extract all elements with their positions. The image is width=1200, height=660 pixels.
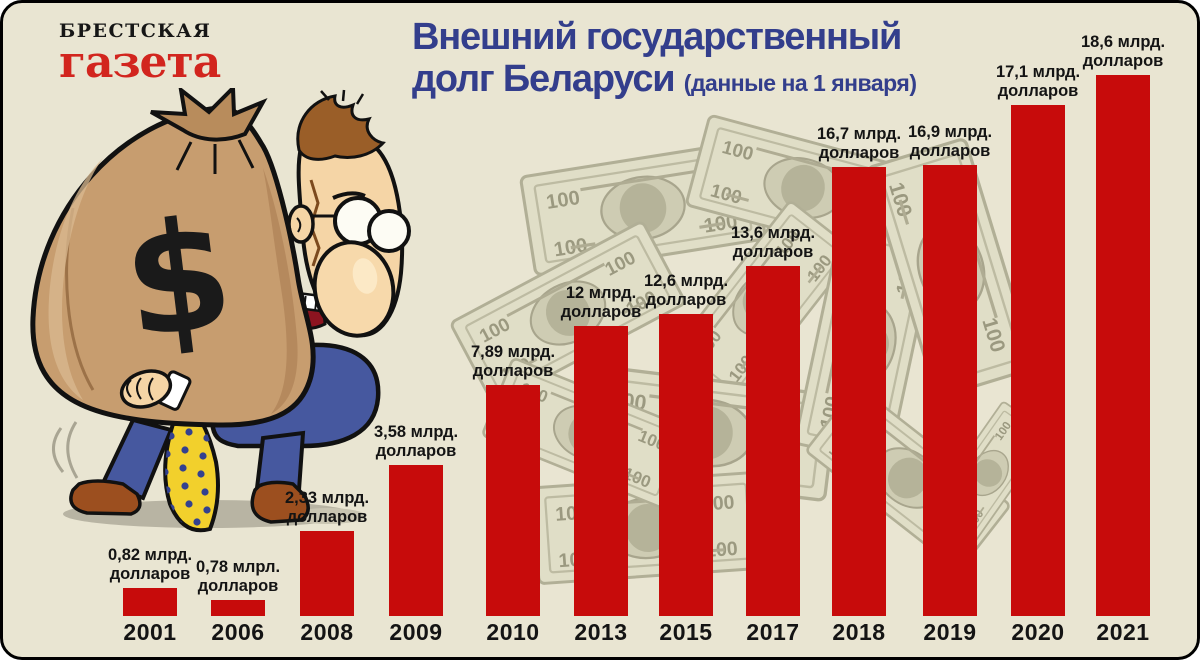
year-label-2006: 2006 (211, 619, 265, 645)
shoe (250, 480, 310, 524)
bar-2015 (659, 314, 713, 616)
title-line2: долг Беларуси (412, 57, 676, 100)
bar-2020 (1011, 105, 1065, 616)
year-label-2009: 2009 (389, 619, 443, 645)
bar-2013 (574, 326, 628, 616)
value-label-2017: 13,6 млрд. долларов (730, 224, 816, 261)
title-note: (данные на 1 января) (683, 69, 917, 96)
value-label-2015: 12,6 млрд. долларов (643, 272, 729, 309)
shoe (69, 479, 142, 516)
value-label-2021: 18,6 млрд. долларов (1080, 33, 1166, 70)
bar-2010 (486, 385, 540, 616)
value-label-2008: 2,33 млрд. долларов (284, 489, 370, 526)
newspaper-logo: БРЕСТСКАЯ газета (59, 20, 221, 88)
man-hand (119, 369, 192, 411)
polka-dot-tie (163, 419, 220, 533)
value-label-2013: 12 млрд. долларов (560, 284, 642, 321)
year-label-2013: 2013 (574, 619, 628, 645)
year-label-2015: 2015 (659, 619, 713, 645)
value-label-2009: 3,58 млрд. долларов (373, 423, 459, 460)
value-label-2019: 16,9 млрд. долларов (907, 123, 993, 160)
title-line1: Внешний государственный (412, 16, 902, 58)
money-bag: $ (30, 88, 316, 428)
year-label-2020: 2020 (1011, 619, 1065, 645)
logo-line-gazeta: газета (59, 37, 221, 88)
bar-2009 (389, 465, 443, 616)
hair (296, 94, 386, 161)
value-label-2006: 0,78 млрл. долларов (195, 558, 281, 595)
year-label-2001: 2001 (123, 619, 177, 645)
bar-2001 (123, 588, 177, 616)
bag-knot (150, 88, 268, 142)
logo-line-brestskaya: БРЕСТСКАЯ (59, 20, 212, 42)
bar-2018 (832, 167, 886, 616)
year-label-2018: 2018 (832, 619, 886, 645)
year-label-2010: 2010 (486, 619, 540, 645)
chart: 0,82 млрд. долларов 2001 0,78 млрл. долларов… (3, 3, 1197, 657)
chart-title: Внешний государственный долг Беларуси (д… (412, 16, 917, 101)
bar-2006 (211, 600, 265, 616)
year-label-2008: 2008 (300, 619, 354, 645)
bar-2017 (746, 266, 800, 616)
man-head (274, 89, 411, 338)
dollar-sign: $ (115, 184, 242, 373)
bar-2008 (300, 531, 354, 616)
year-label-2019: 2019 (923, 619, 977, 645)
glasses-lens (367, 209, 411, 253)
value-label-2020: 17,1 млрд. долларов (995, 63, 1081, 100)
value-label-2001: 0,82 млрд. долларов (107, 546, 193, 583)
year-label-2017: 2017 (746, 619, 800, 645)
nose (312, 240, 396, 338)
value-label-2018: 16,7 млрд. долларов (816, 125, 902, 162)
value-label-2010: 7,89 млрд. долларов (470, 343, 556, 380)
bar-2021 (1096, 75, 1150, 616)
year-label-2021: 2021 (1096, 619, 1150, 645)
eyebrow (332, 191, 366, 200)
bar-2019 (923, 165, 977, 616)
money-bag-cartoon: $ (30, 88, 411, 533)
